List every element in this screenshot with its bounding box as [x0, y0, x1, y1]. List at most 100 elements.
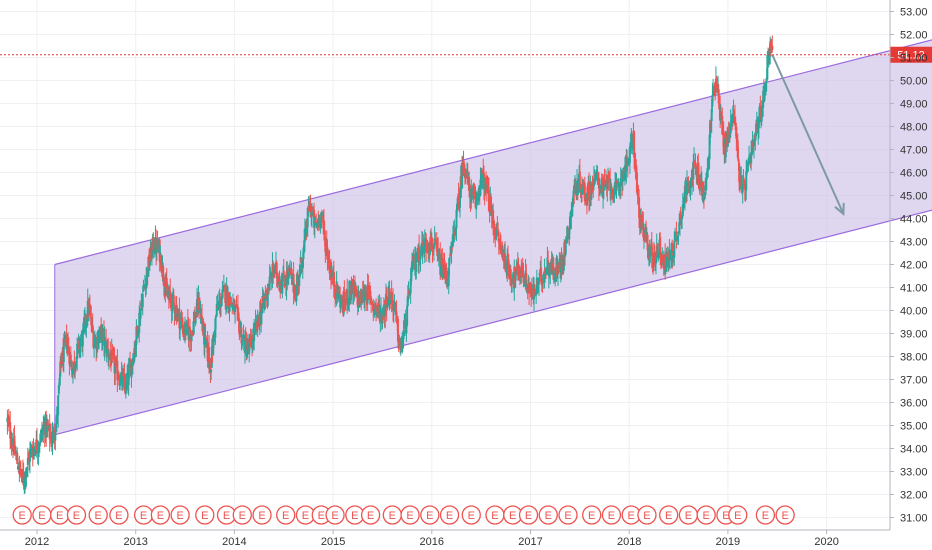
candle-body: [431, 243, 434, 251]
earnings-marker-label: E: [95, 510, 102, 522]
candle-body: [326, 247, 329, 260]
candle-body: [271, 264, 274, 284]
candle-body: [577, 181, 580, 193]
candle-body: [457, 195, 460, 201]
candle-body: [447, 267, 450, 287]
candle-body: [145, 277, 148, 289]
candle-body: [525, 272, 528, 289]
candle-body: [128, 364, 131, 369]
y-tick-label: 43.00: [900, 237, 928, 249]
candle-body: [231, 304, 234, 311]
candle-body: [697, 174, 700, 189]
earnings-marker-label: E: [545, 510, 552, 522]
candle-body: [228, 306, 231, 311]
earnings-marker: [582, 505, 602, 525]
candle-body: [652, 252, 655, 267]
candle-body: [645, 232, 648, 235]
earnings-marker: [775, 505, 795, 525]
candle-body: [611, 190, 614, 201]
candle-body: [260, 311, 263, 325]
candle-body: [127, 369, 130, 386]
candle-body: [626, 156, 629, 158]
y-tick-label: 44.00: [900, 214, 928, 226]
x-tick-label: 2012: [25, 536, 49, 548]
candle-body: [122, 376, 125, 388]
earnings-marker-label: E: [643, 510, 650, 522]
earnings-marker-label: E: [468, 510, 475, 522]
earnings-marker-label: E: [608, 510, 615, 522]
candle-body: [443, 265, 446, 273]
candle-body: [73, 361, 76, 370]
candle-body: [93, 341, 96, 348]
candle-body: [588, 181, 591, 201]
candle-body: [30, 447, 33, 449]
candle-body: [595, 175, 598, 178]
candle-body: [16, 452, 19, 464]
earnings-marker-label: E: [73, 510, 80, 522]
candle-body: [224, 284, 227, 303]
candle-body: [386, 304, 389, 308]
candle-body: [470, 188, 473, 204]
candle-body: [171, 293, 174, 311]
x-tick-label: 2013: [123, 536, 147, 548]
candle-body: [533, 289, 536, 292]
candle-body: [158, 239, 161, 262]
candle-body: [746, 166, 749, 170]
candle-body: [650, 242, 653, 256]
candle-body: [153, 249, 156, 251]
candle-body: [239, 330, 242, 336]
candle-body: [609, 188, 612, 193]
candle-body: [59, 361, 62, 377]
candle-body: [564, 243, 567, 255]
candle-body: [9, 438, 12, 444]
candle-body: [272, 270, 275, 276]
x-tick-label: 2019: [716, 536, 740, 548]
candle-body: [619, 178, 622, 187]
candle-body: [635, 165, 638, 173]
candle-body: [19, 461, 22, 469]
candle-body: [227, 292, 230, 308]
candle-body: [164, 286, 167, 293]
candle-body: [666, 253, 669, 257]
y-tick-label: 51.00: [900, 53, 928, 65]
candle-body: [89, 313, 92, 315]
candle-body: [514, 270, 517, 281]
candle-body: [388, 288, 391, 300]
candle-body: [379, 312, 382, 321]
candle-body: [711, 95, 714, 107]
candle-body: [36, 439, 38, 450]
candle-body: [415, 263, 418, 272]
candle-body: [521, 265, 524, 276]
candle-body: [504, 253, 507, 270]
candle-body: [224, 301, 227, 306]
candle-body: [696, 166, 699, 185]
candle-body: [557, 264, 560, 267]
candle-body: [375, 308, 378, 310]
candle-body: [479, 179, 482, 196]
candle-body: [309, 203, 312, 218]
candle-body: [685, 192, 688, 198]
candle-body: [277, 278, 280, 285]
candle-body: [318, 217, 321, 227]
candle-body: [757, 125, 760, 134]
y-axis: 31.00 32.00 33.00 34.00 35.00 36.00 37.00 38.00…: [889, 0, 928, 530]
candle-body: [221, 289, 224, 297]
candle-body: [686, 178, 689, 182]
candle-body: [673, 240, 676, 258]
candle-body: [346, 289, 349, 305]
y-tick-label: 37.00: [900, 375, 928, 387]
candle-body: [401, 338, 404, 342]
candle-body: [487, 183, 490, 190]
candle-body: [499, 242, 502, 246]
candle-body: [219, 299, 222, 309]
candle-body: [106, 344, 109, 349]
candle-body: [31, 448, 34, 454]
candle-body: [368, 288, 371, 293]
candle-body: [684, 184, 687, 192]
candle-body: [172, 294, 175, 296]
candle-body: [475, 195, 478, 199]
candle-body: [733, 110, 736, 116]
earnings-marker: [637, 505, 657, 525]
x-tick-label: 2018: [617, 536, 641, 548]
